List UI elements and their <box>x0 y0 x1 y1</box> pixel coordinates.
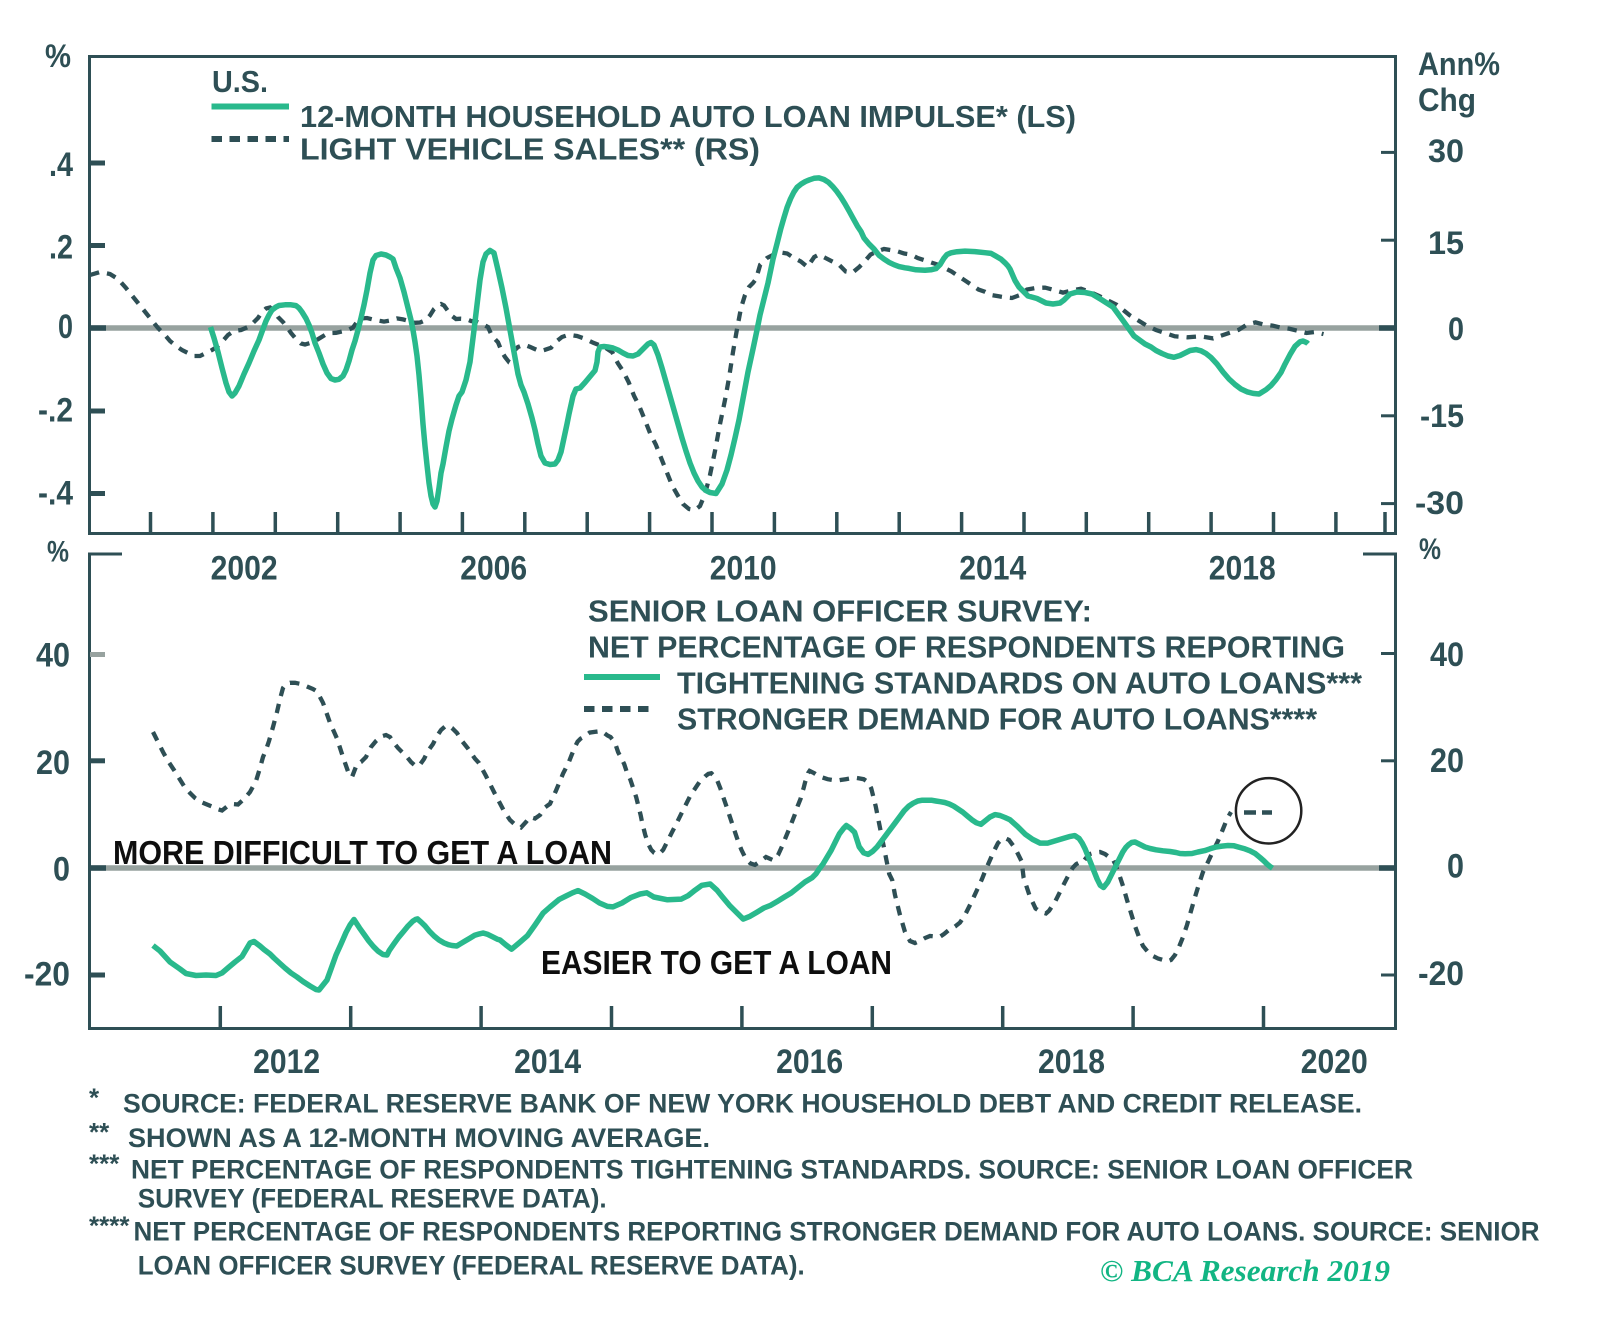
svg-text:0: 0 <box>1447 848 1464 886</box>
svg-text:2018: 2018 <box>1209 550 1276 588</box>
svg-text:LOAN OFFICER SURVEY (FEDERAL R: LOAN OFFICER SURVEY (FEDERAL RESERVE DAT… <box>138 1251 805 1281</box>
svg-text:2018: 2018 <box>1038 1043 1105 1081</box>
svg-text:2010: 2010 <box>710 550 777 588</box>
svg-text:-.2: -.2 <box>38 392 73 430</box>
svg-text:2014: 2014 <box>959 550 1026 588</box>
svg-text:U.S.: U.S. <box>212 64 268 99</box>
svg-text:40: 40 <box>36 637 70 675</box>
svg-text:%: % <box>45 38 71 74</box>
svg-text:-30: -30 <box>1415 485 1464 521</box>
svg-text:40: 40 <box>1430 636 1464 674</box>
svg-text:0: 0 <box>58 308 73 346</box>
svg-text:0: 0 <box>53 851 70 889</box>
svg-text:SHOWN AS A 12-MONTH MOVING AVE: SHOWN AS A 12-MONTH MOVING AVERAGE. <box>128 1123 710 1153</box>
svg-text:%: % <box>47 536 69 569</box>
svg-text:****: **** <box>89 1211 130 1241</box>
svg-text:STRONGER DEMAND FOR AUTO LOANS: STRONGER DEMAND FOR AUTO LOANS**** <box>677 702 1318 737</box>
svg-text:20: 20 <box>36 744 70 782</box>
svg-text:2016: 2016 <box>776 1043 843 1081</box>
svg-text:-20: -20 <box>24 956 70 994</box>
svg-text:MORE DIFFICULT TO GET A LOAN: MORE DIFFICULT TO GET A LOAN <box>113 834 612 871</box>
svg-text:15: 15 <box>1428 225 1464 261</box>
svg-text:NET PERCENTAGE OF RESPONDENTS: NET PERCENTAGE OF RESPONDENTS REPORTING … <box>134 1217 1540 1247</box>
svg-text:**: ** <box>89 1117 110 1147</box>
svg-text:*: * <box>89 1083 100 1113</box>
svg-text:%: % <box>1419 533 1441 566</box>
svg-text:NET PERCENTAGE OF RESPONDENTS: NET PERCENTAGE OF RESPONDENTS TIGHTENING… <box>131 1155 1413 1185</box>
svg-text:0: 0 <box>1448 311 1464 347</box>
svg-text:2006: 2006 <box>460 550 527 588</box>
svg-text:Ann%: Ann% <box>1418 46 1500 82</box>
svg-text:-.4: -.4 <box>38 475 73 513</box>
svg-text:-20: -20 <box>1418 955 1464 993</box>
svg-text:12-MONTH HOUSEHOLD AUTO LOAN I: 12-MONTH HOUSEHOLD AUTO LOAN IMPULSE* (L… <box>300 99 1076 134</box>
svg-text:NET PERCENTAGE OF RESPONDENTS: NET PERCENTAGE OF RESPONDENTS REPORTING <box>588 630 1345 665</box>
svg-text:.4: .4 <box>49 146 73 184</box>
svg-text:SURVEY (FEDERAL RESERVE DATA).: SURVEY (FEDERAL RESERVE DATA). <box>138 1184 607 1214</box>
svg-text:2002: 2002 <box>211 550 278 588</box>
svg-text:20: 20 <box>1430 742 1464 780</box>
svg-text:EASIER TO GET A LOAN: EASIER TO GET A LOAN <box>541 944 892 981</box>
svg-text:LIGHT VEHICLE SALES** (RS): LIGHT VEHICLE SALES** (RS) <box>300 132 760 167</box>
svg-text:2012: 2012 <box>253 1043 320 1081</box>
svg-text:2020: 2020 <box>1301 1043 1368 1081</box>
svg-text:SOURCE: FEDERAL RESERVE BANK O: SOURCE: FEDERAL RESERVE BANK OF NEW YORK… <box>123 1089 1362 1119</box>
svg-text:© BCΑ Research 2019: © BCΑ Research 2019 <box>1100 1253 1390 1288</box>
svg-text:-15: -15 <box>1420 398 1464 434</box>
svg-text:TIGHTENING STANDARDS ON AUTO L: TIGHTENING STANDARDS ON AUTO LOANS*** <box>677 666 1363 701</box>
svg-text:Chg: Chg <box>1418 82 1476 118</box>
svg-text:***: *** <box>89 1149 120 1179</box>
svg-text:SENIOR LOAN OFFICER SURVEY:: SENIOR LOAN OFFICER SURVEY: <box>588 594 1092 629</box>
svg-text:2014: 2014 <box>514 1043 581 1081</box>
svg-text:30: 30 <box>1428 133 1464 169</box>
svg-text:.2: .2 <box>49 229 73 267</box>
